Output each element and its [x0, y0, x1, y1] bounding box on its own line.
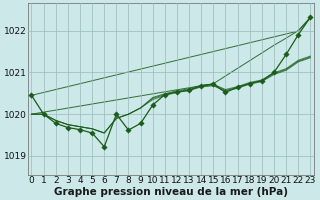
- X-axis label: Graphe pression niveau de la mer (hPa): Graphe pression niveau de la mer (hPa): [54, 187, 288, 197]
